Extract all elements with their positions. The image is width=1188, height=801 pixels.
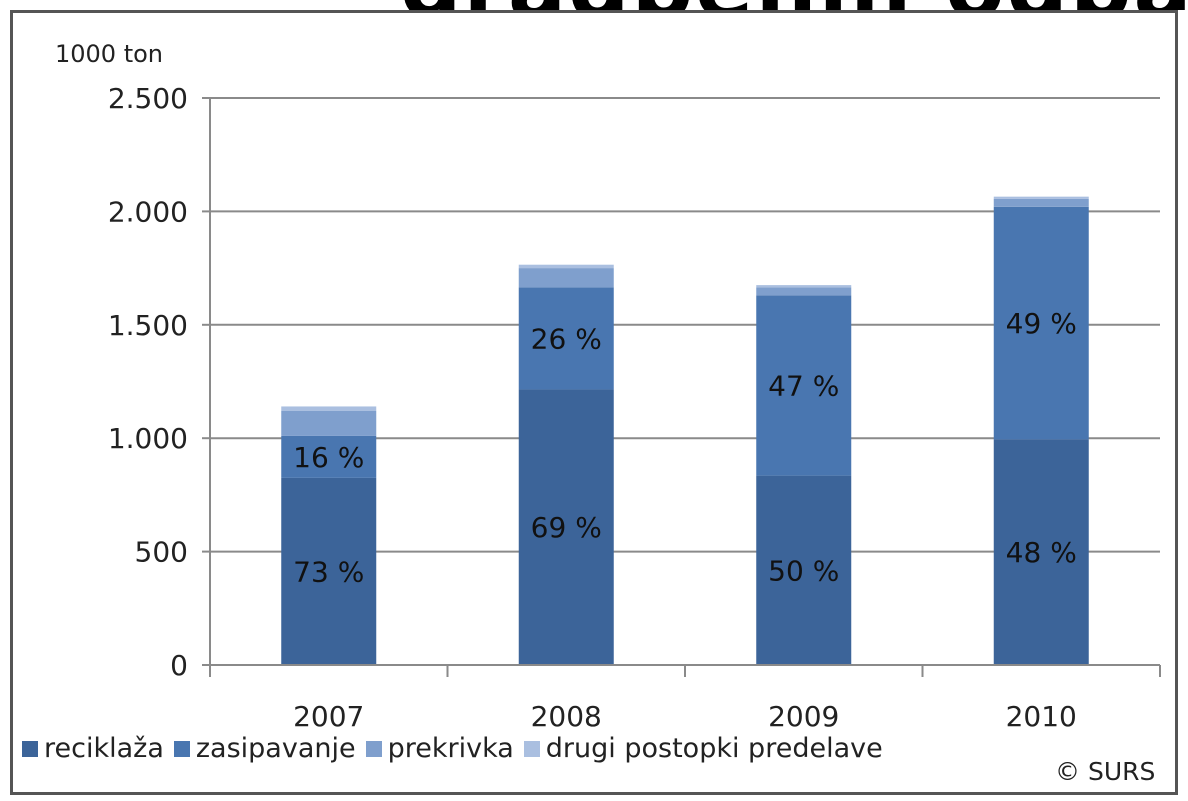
legend-label: prekrivka: [387, 733, 514, 764]
data-label: 47 %: [768, 369, 839, 402]
legend-item: prekrivka: [365, 733, 514, 764]
legend-item: zasipavanje: [173, 733, 356, 764]
x-tick-label: 2010: [1006, 700, 1077, 733]
legend-swatch: [523, 740, 540, 757]
bar-segment: [993, 196, 1089, 199]
x-tick-label: 2007: [293, 700, 364, 733]
axes: [202, 97, 1161, 677]
data-label: 48 %: [1006, 536, 1077, 569]
bar-segment: [756, 295, 852, 476]
legend-swatch: [173, 740, 190, 757]
labels: 0 500 1.000 1.500 2.000 2.500 1000 ton 73 % 16 %…: [55, 40, 1077, 733]
bar-segment: [518, 268, 614, 288]
bar-segment: [756, 287, 852, 296]
y-tick-label: 2.500: [108, 82, 188, 115]
bar-segment: [993, 439, 1089, 665]
y-tick-label: 1.000: [108, 422, 188, 455]
bar-segment: [281, 477, 377, 665]
bar-segment: [281, 410, 377, 436]
data-label: 26 %: [531, 322, 602, 355]
bar-segment: [993, 206, 1089, 440]
data-label: 69 %: [531, 511, 602, 544]
cropped-title-fragment: gradbenih odpadkov: [0, 0, 1188, 10]
legend-swatch: [365, 740, 382, 757]
source-credit: © SURS: [1055, 757, 1156, 786]
bar-segment: [518, 287, 614, 390]
legend-item: drugi postopki predelave: [523, 733, 883, 764]
data-label: 73 %: [293, 555, 364, 588]
bar-segment: [281, 406, 377, 411]
y-tick-label: 500: [135, 536, 188, 569]
x-tick-label: 2009: [768, 700, 839, 733]
bar-segment: [518, 264, 614, 269]
y-unit-label: 1000 ton: [55, 40, 163, 68]
legend-label: drugi postopki predelave: [545, 733, 883, 764]
y-tick-label: 2.000: [108, 195, 188, 228]
legend-item: reciklaža: [22, 733, 164, 764]
legend-swatch: [22, 740, 38, 757]
bar-segment: [756, 475, 852, 665]
legend: reciklaža zasipavanje prekrivka drugi posto…: [22, 733, 893, 764]
legend-label: reciklaža: [44, 733, 164, 764]
bar-segment: [281, 435, 377, 478]
x-tick-label: 2008: [531, 700, 602, 733]
bars: [281, 196, 1089, 665]
data-label: 50 %: [768, 554, 839, 587]
bar-segment: [993, 198, 1089, 207]
legend-label: zasipavanje: [195, 733, 356, 764]
data-label: 16 %: [293, 441, 364, 474]
y-tick-label: 1.500: [108, 309, 188, 342]
bar-segment: [518, 389, 614, 665]
data-label: 49 %: [1006, 307, 1077, 340]
y-tick-label: 0: [170, 649, 188, 682]
bar-segment: [756, 285, 852, 288]
